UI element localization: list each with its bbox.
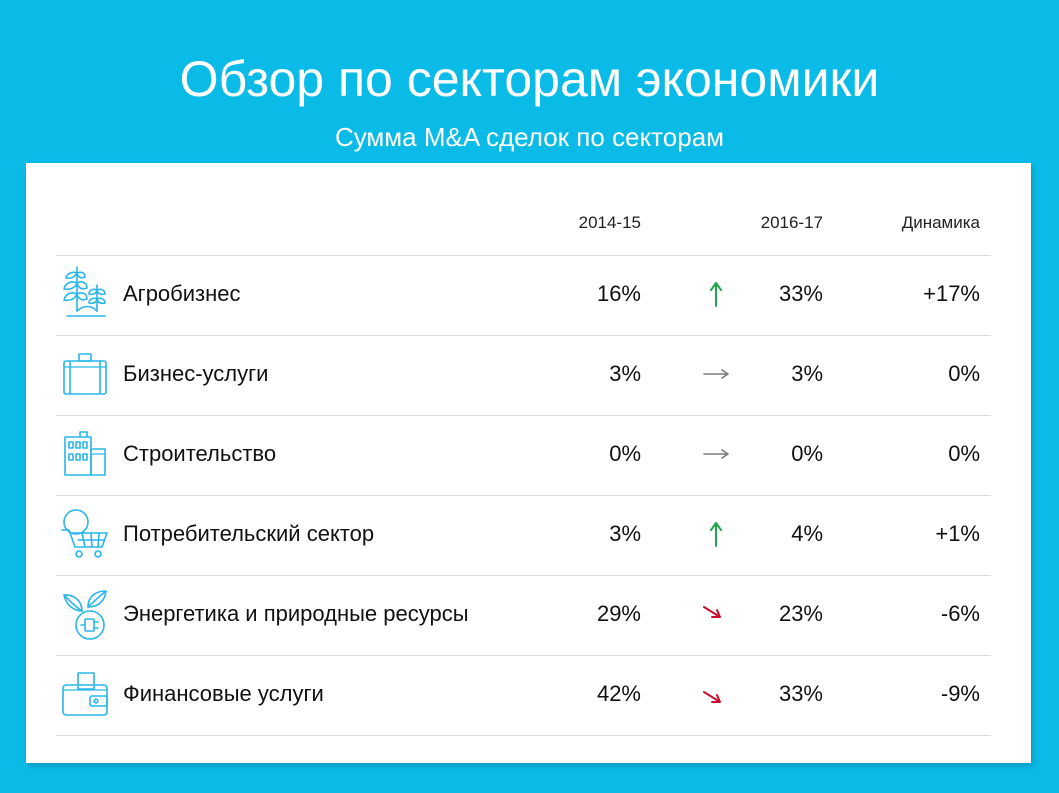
page-title: Обзор по секторам экономики xyxy=(179,51,880,107)
value-2014-15: 42% xyxy=(596,681,641,706)
briefcase-icon xyxy=(60,343,110,405)
trend-flat-icon xyxy=(692,434,742,474)
column-header-2014-15: 2014-15 xyxy=(578,213,641,232)
value-2016-17: 0% xyxy=(791,441,823,466)
sector-label: Потребительский сектор xyxy=(123,521,375,546)
table-row-agribusiness: Агробизнес 16% 33% +17% xyxy=(56,256,991,336)
value-2014-15: 16% xyxy=(596,281,641,306)
table-row-financial-services: Финансовые услуги 42% 33% -9% xyxy=(56,656,991,736)
value-2016-17: 23% xyxy=(778,601,823,626)
value-dynamics: -9% xyxy=(940,681,980,706)
trend-down-icon xyxy=(692,674,742,714)
table-row-energy-resources: Энергетика и природные ресурсы 29% 23% -… xyxy=(56,576,991,656)
table-row-business-services: Бизнес-услуги 3% 3% 0% xyxy=(56,336,991,416)
sector-label: Бизнес-услуги xyxy=(123,361,269,386)
sector-label: Финансовые услуги xyxy=(123,681,324,706)
page-subtitle: Сумма M&A сделок по секторам xyxy=(334,122,725,152)
value-dynamics: +17% xyxy=(923,281,980,306)
value-dynamics: +1% xyxy=(935,521,980,546)
value-2016-17: 3% xyxy=(791,361,823,386)
value-dynamics: -6% xyxy=(940,601,980,626)
value-2014-15: 3% xyxy=(609,521,641,546)
value-2016-17: 4% xyxy=(791,521,823,546)
trend-up-icon xyxy=(692,274,742,314)
sector-label: Строительство xyxy=(123,441,277,466)
trend-flat-icon xyxy=(692,354,742,394)
leaf-plug-icon xyxy=(60,583,110,645)
table-header: 2014-15 2016-17 Динамика xyxy=(56,163,991,256)
value-dynamics: 0% xyxy=(948,441,980,466)
sector-label: Энергетика и природные ресурсы xyxy=(123,601,469,626)
table-row-construction: Строительство 0% 0% 0% xyxy=(56,416,991,496)
wheat-plant-icon xyxy=(60,263,110,325)
column-header-2016-17: 2016-17 xyxy=(760,213,823,232)
value-2014-15: 3% xyxy=(609,361,641,386)
column-header-dynamics: Динамика xyxy=(901,213,980,232)
shopping-cart-icon xyxy=(60,503,110,565)
value-2016-17: 33% xyxy=(778,281,823,306)
trend-up-icon xyxy=(692,514,742,554)
value-2014-15: 0% xyxy=(609,441,641,466)
value-2016-17: 33% xyxy=(778,681,823,706)
wallet-icon xyxy=(60,663,110,725)
table-row-consumer-sector: Потребительский сектор 3% 4% +1% xyxy=(56,496,991,576)
sector-table: 2014-15 2016-17 Динамика Агроби xyxy=(26,163,1031,763)
value-2014-15: 29% xyxy=(596,601,641,626)
value-dynamics: 0% xyxy=(948,361,980,386)
buildings-icon xyxy=(60,423,110,485)
trend-down-icon xyxy=(692,594,742,634)
sector-label: Агробизнес xyxy=(123,281,241,306)
